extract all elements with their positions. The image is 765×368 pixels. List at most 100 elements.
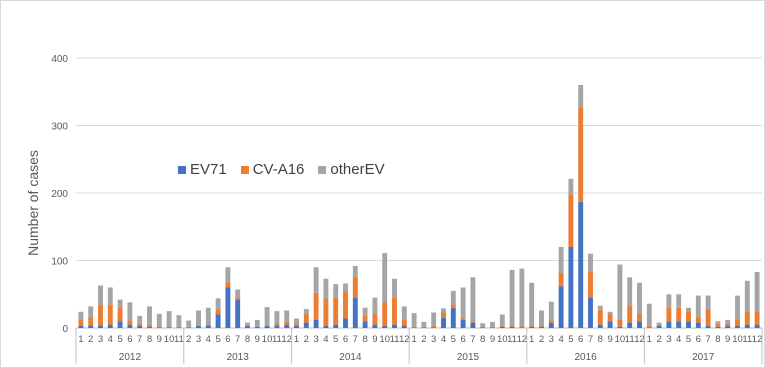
x-tick-label-2014-6: 6 [343,334,348,345]
bar-otherev-2017-5 [686,307,691,312]
bar-cva16-2012-8 [147,324,152,327]
bar-cva16-2013-4 [205,324,211,326]
bar-otherev-2013-9 [254,319,260,327]
y-tick-label-200: 200 [51,189,68,200]
x-tick-label-2013-5: 5 [215,334,220,345]
bar-otherev-2013-8 [245,322,250,326]
bar-otherev-2015-11 [509,269,515,326]
bar-otherev-2015-3 [431,312,437,326]
legend-swatch-ev71 [178,165,186,174]
bar-ev71-2014-4 [323,325,329,328]
bar-otherev-2012-8 [147,306,152,325]
bar-cva16-2012-2 [88,317,94,326]
bar-cva16-2017-6 [695,317,701,323]
x-tick-label-2012-10: 10 [164,334,175,345]
bar-ev71-2015-6 [460,319,466,328]
bar-cva16-2015-12 [519,325,525,328]
y-tick-label-100: 100 [51,257,68,268]
x-tick-label-2016-8: 8 [598,334,603,345]
bar-ev71-2015-8 [480,327,486,328]
x-tick-label-2016-7: 7 [588,334,593,345]
year-label-2012: 2012 [119,352,142,363]
bar-ev71-2016-8 [597,324,603,328]
bar-cva16-2013-12 [284,321,290,325]
bar-ev71-2016-6 [578,201,584,328]
bar-cva16-2015-10 [499,325,505,327]
bar-cva16-2017-1 [646,325,652,328]
bar-ev71-2012-3 [98,325,103,328]
x-tick-label-2015-8: 8 [480,334,485,345]
bar-cva16-2017-5 [686,311,691,322]
x-tick-label-2015-3: 3 [431,334,436,345]
bar-otherev-2015-6 [460,287,466,318]
bar-otherev-2013-11 [274,311,280,324]
bar-otherev-2014-1 [294,318,299,324]
bar-ev71-2014-11 [392,324,397,328]
bar-otherev-2015-7 [470,277,476,322]
x-tick-label-2012-1: 1 [78,334,83,345]
bar-cva16-2017-2 [656,324,662,326]
legend-swatch-cva16 [240,165,249,174]
x-tick-label-2014-7: 7 [353,334,358,345]
bar-cva16-2012-7 [137,323,143,326]
bar-cva16-2014-1 [294,323,299,326]
bar-ev71-2016-2 [539,326,544,328]
x-tick-label-2015-11: 11 [507,334,517,345]
bar-cva16-2012-9 [156,326,162,328]
x-tick-label-2016-6: 6 [578,334,583,345]
bar-ev71-2014-2 [303,322,309,328]
bar-otherev-2017-10 [735,295,740,320]
bar-otherev-2012-5 [117,299,123,308]
legend-label-otherev: otherEV [330,161,385,178]
bar-otherev-2014-8 [362,307,368,316]
bar-ev71-2013-10 [264,325,270,328]
bar-otherev-2014-6 [343,283,348,292]
bar-otherev-2014-4 [323,278,329,299]
x-tick-label-2017-11: 11 [742,334,752,345]
bar-cva16-2013-6 [225,282,231,288]
bar-otherev-2014-10 [382,253,388,303]
bar-otherev-2014-11 [392,278,397,298]
x-tick-label-2015-9: 9 [490,334,495,345]
y-axis-title: Number of cases [25,150,41,256]
bar-ev71-2013-12 [284,324,290,328]
bar-otherev-2016-12 [637,282,642,314]
bar-ev71-2013-2 [186,327,192,328]
x-tick-label-2013-7: 7 [235,334,240,345]
bar-otherev-2017-8 [715,321,721,324]
bar-otherev-2015-12 [519,268,525,326]
bar-cva16-2017-3 [666,307,672,322]
x-tick-label-2014-2: 2 [304,334,309,345]
bar-cva16-2014-10 [382,302,388,326]
bar-otherev-2015-2 [421,321,427,327]
bar-cva16-2015-1 [411,326,417,328]
bar-otherev-2016-10 [617,264,623,320]
bar-cva16-2017-11 [744,311,750,325]
bar-ev71-2017-6 [695,322,701,328]
x-tick-label-2015-4: 4 [441,334,446,345]
bar-cva16-2017-4 [676,307,682,322]
x-tick-label-2017-4: 4 [676,334,681,345]
bar-cva16-2016-12 [637,313,642,322]
bar-otherev-2013-5 [215,298,221,310]
bar-cva16-2014-8 [362,315,368,322]
x-tick-label-2017-9: 9 [725,334,730,345]
bar-ev71-2012-1 [78,325,84,328]
bar-ev71-2015-2 [421,327,427,328]
x-tick-label-2012-3: 3 [98,334,103,345]
bar-ev71-2017-12 [754,324,760,328]
bar-otherev-2013-12 [284,310,290,322]
bar-otherev-2017-3 [666,294,672,308]
bar-cva16-2016-11 [627,305,633,323]
bar-cva16-2013-11 [274,323,280,326]
bar-ev71-2012-5 [117,321,123,328]
bar-cva16-2012-11 [176,326,182,328]
bar-otherev-2015-10 [499,314,505,326]
x-tick-label-2015-6: 6 [460,334,465,345]
x-tick-label-2016-5: 5 [568,334,573,345]
x-tick-label-2012-4: 4 [108,334,113,345]
bar-cva16-2015-2 [421,326,427,328]
x-tick-label-2012-7: 7 [137,334,142,345]
bar-otherev-2015-1 [411,313,417,327]
bar-otherev-2013-2 [186,320,192,328]
